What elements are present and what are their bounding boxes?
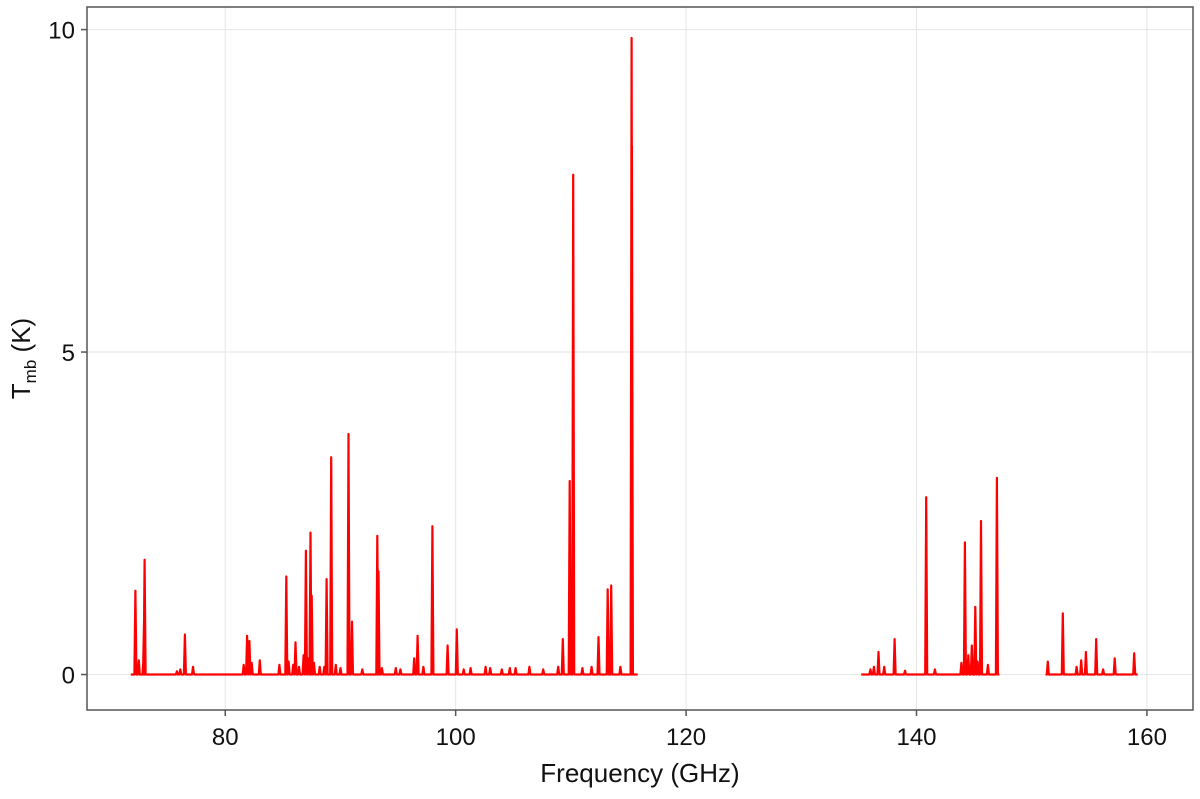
spectrum-segment [130, 36, 638, 676]
x-tick-label: 80 [212, 724, 239, 751]
spectrum-segment [1045, 612, 1138, 676]
y-axis-label-sub: mb [21, 360, 40, 384]
x-axis-label: Frequency (GHz) [540, 758, 739, 788]
y-tick-label: 5 [62, 340, 75, 367]
y-axis-label-main: T [6, 383, 36, 399]
y-tick-label: 0 [62, 663, 75, 690]
series-layer [130, 36, 1138, 676]
tick-layer: 80 100 120 140 160 0 5 10 [48, 18, 1167, 751]
x-tick-label: 160 [1127, 724, 1167, 751]
y-axis-label: Tmb (K) [6, 318, 40, 399]
y-tick-label: 10 [48, 18, 75, 45]
plot-frame [86, 6, 1194, 711]
grid-layer [87, 7, 1193, 710]
spectrum-segment [861, 476, 1000, 676]
x-tick-label: 100 [436, 724, 476, 751]
x-tick-label: 140 [896, 724, 936, 751]
x-tick-label: 120 [666, 724, 706, 751]
y-axis-label-unit: (K) [6, 318, 36, 360]
